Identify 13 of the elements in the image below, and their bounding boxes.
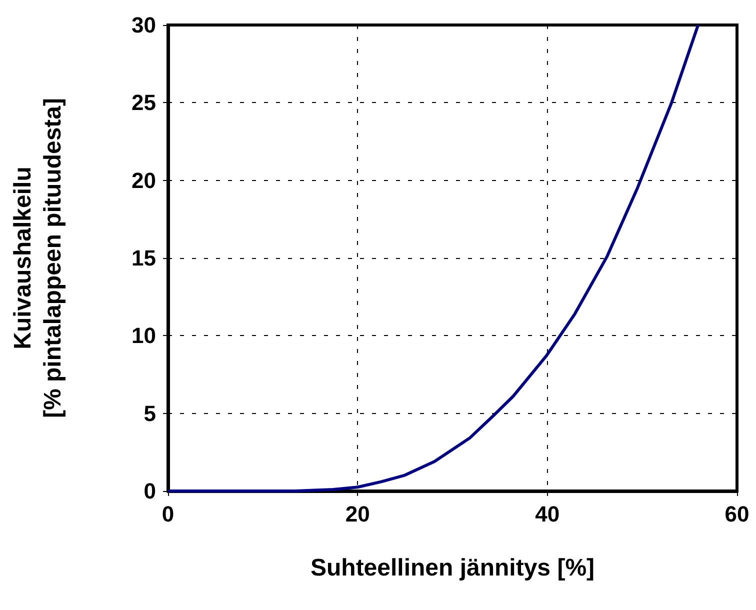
- x-tick-label: 20: [345, 502, 370, 526]
- x-tick-label: 60: [724, 502, 750, 526]
- y-tick-label: 5: [144, 400, 156, 426]
- y-axis-title: Kuivaushalkeilu [% pintalappeen pituudesta]: [10, 98, 66, 418]
- y-tick-label: 20: [132, 168, 156, 193]
- x-tick-label: 0: [162, 502, 174, 526]
- y-tick-label: 0: [144, 478, 156, 504]
- y-tick-label: 25: [132, 90, 156, 116]
- y-tick-label: 30: [132, 12, 156, 38]
- x-axis-title: Suhteellinen jännitys [%]: [310, 554, 595, 582]
- y-tick-label: 15: [132, 246, 156, 270]
- x-tick-label: 40: [535, 502, 560, 526]
- y-tick-label: 10: [132, 323, 156, 348]
